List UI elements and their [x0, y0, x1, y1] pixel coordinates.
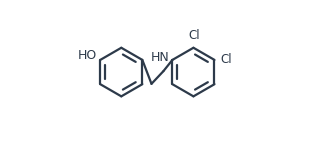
Text: HN: HN: [150, 51, 169, 64]
Text: Cl: Cl: [188, 29, 200, 42]
Text: HO: HO: [77, 49, 96, 62]
Text: Cl: Cl: [220, 53, 232, 66]
